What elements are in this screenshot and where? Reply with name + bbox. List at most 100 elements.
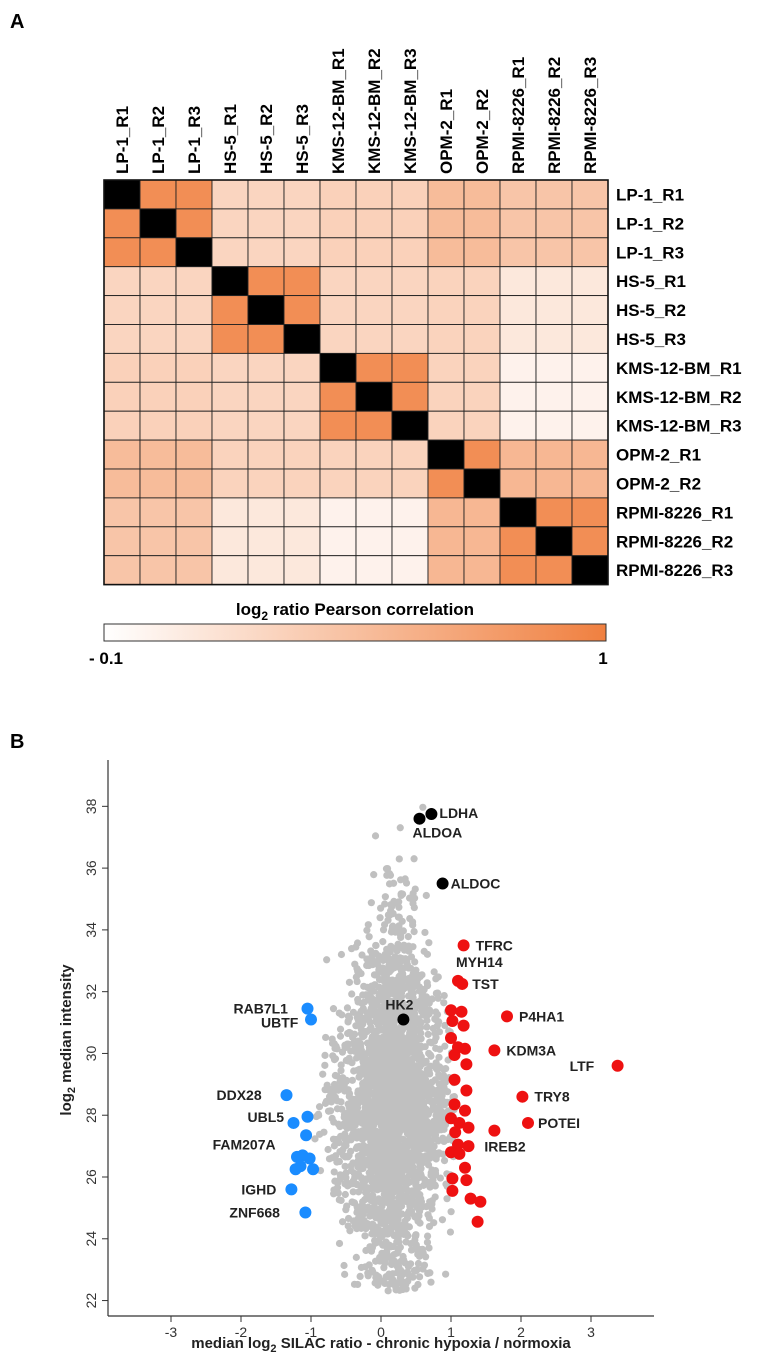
background-point <box>402 1269 410 1277</box>
highlight-point <box>452 1138 464 1151</box>
background-point <box>386 1052 394 1060</box>
highlight-point <box>289 1163 302 1176</box>
background-point <box>389 1163 397 1171</box>
background-point <box>382 1253 391 1261</box>
x-tick-label: 0 <box>377 1324 385 1340</box>
heatmap-cell <box>103 526 141 557</box>
heatmap-cell <box>427 324 465 354</box>
background-point <box>350 1120 358 1128</box>
background-point <box>342 1169 350 1177</box>
background-point <box>425 939 433 947</box>
background-point <box>387 1142 395 1150</box>
highlight-point <box>436 877 449 890</box>
heatmap-cell <box>571 497 609 528</box>
heatmap-cell <box>319 179 357 210</box>
background-point <box>388 1216 397 1224</box>
background-point <box>344 1182 352 1190</box>
background-point <box>421 1043 429 1051</box>
heatmap-row-label: LP-1_R1 <box>616 185 684 204</box>
heatmap-cell <box>139 266 177 297</box>
background-point <box>400 1105 409 1113</box>
background-point <box>354 995 362 1004</box>
background-point <box>425 1244 433 1252</box>
background-point <box>398 1196 406 1205</box>
background-point <box>336 1084 344 1092</box>
background-point <box>423 1023 431 1031</box>
background-point <box>382 990 390 998</box>
heatmap-cell <box>247 555 285 586</box>
background-point <box>395 1179 404 1187</box>
background-point <box>397 891 405 900</box>
highlight-point <box>301 1002 314 1015</box>
background-point <box>355 1053 363 1061</box>
panel-a-letter: A <box>10 11 24 33</box>
colorbar-title: log2 ratio Pearson correlation <box>236 600 474 623</box>
background-point <box>406 1074 414 1082</box>
heatmap-cell <box>535 295 573 325</box>
point-label: ALDOC <box>451 876 501 892</box>
heatmap-cell <box>319 324 357 354</box>
highlight-point <box>501 1010 513 1023</box>
background-point <box>358 951 366 959</box>
heatmap-cell <box>463 237 501 268</box>
background-point <box>440 991 448 1000</box>
highlight-point <box>425 808 438 821</box>
background-point <box>322 1033 330 1042</box>
heatmap-cell <box>139 410 177 441</box>
heatmap-cell <box>175 497 213 528</box>
point-label: MYH14 <box>456 954 503 970</box>
background-point <box>385 1119 393 1128</box>
background-point <box>355 1092 363 1100</box>
highlight-point <box>462 1121 475 1134</box>
heatmap-cell <box>535 497 573 528</box>
background-point <box>374 1151 383 1159</box>
heatmap-cell <box>247 497 285 528</box>
background-point <box>402 879 411 887</box>
background-point <box>385 1280 393 1289</box>
background-point <box>363 1187 371 1196</box>
background-point <box>420 1261 429 1269</box>
heatmap-cell <box>319 352 357 383</box>
heatmap-cell <box>355 324 393 354</box>
x-tick-label: -3 <box>165 1324 178 1340</box>
heatmap-row-label: HS-5_R3 <box>616 330 686 349</box>
heatmap-column-label: LP-1_R1 <box>113 106 132 174</box>
background-point <box>426 1007 434 1015</box>
heatmap-cell <box>535 324 573 354</box>
background-point <box>415 1212 423 1220</box>
background-point <box>338 1218 347 1226</box>
heatmap-cell <box>247 324 285 354</box>
heatmap-cell <box>355 555 393 586</box>
background-point <box>352 1253 360 1261</box>
heatmap-cell <box>535 237 573 268</box>
background-point <box>391 928 400 936</box>
background-point <box>436 1045 444 1053</box>
heatmap-cell <box>319 295 357 325</box>
heatmap-cell <box>103 381 141 412</box>
background-point <box>394 1028 402 1037</box>
heatmap-cell <box>175 439 213 470</box>
background-point <box>401 1151 410 1159</box>
background-point <box>450 1093 458 1101</box>
heatmap-row-label: HS-5_R2 <box>616 301 686 320</box>
background-point <box>391 1187 399 1195</box>
background-point <box>370 871 378 879</box>
heatmap-cell <box>463 352 501 383</box>
heatmap-cell <box>247 526 285 557</box>
background-point <box>390 1077 398 1085</box>
background-point <box>383 945 391 953</box>
heatmap-cell <box>391 237 429 268</box>
highlight-point <box>457 939 470 952</box>
background-point <box>369 1182 378 1191</box>
background-point <box>319 1070 327 1078</box>
background-point <box>397 876 405 884</box>
heatmap-cell <box>175 208 213 239</box>
background-point <box>412 1014 420 1022</box>
background-point <box>372 1092 380 1100</box>
highlight-point <box>471 1215 484 1228</box>
heatmap-cell <box>211 237 249 268</box>
heatmap-cell <box>535 526 573 557</box>
background-point <box>381 893 389 901</box>
heatmap-cell <box>391 295 429 325</box>
